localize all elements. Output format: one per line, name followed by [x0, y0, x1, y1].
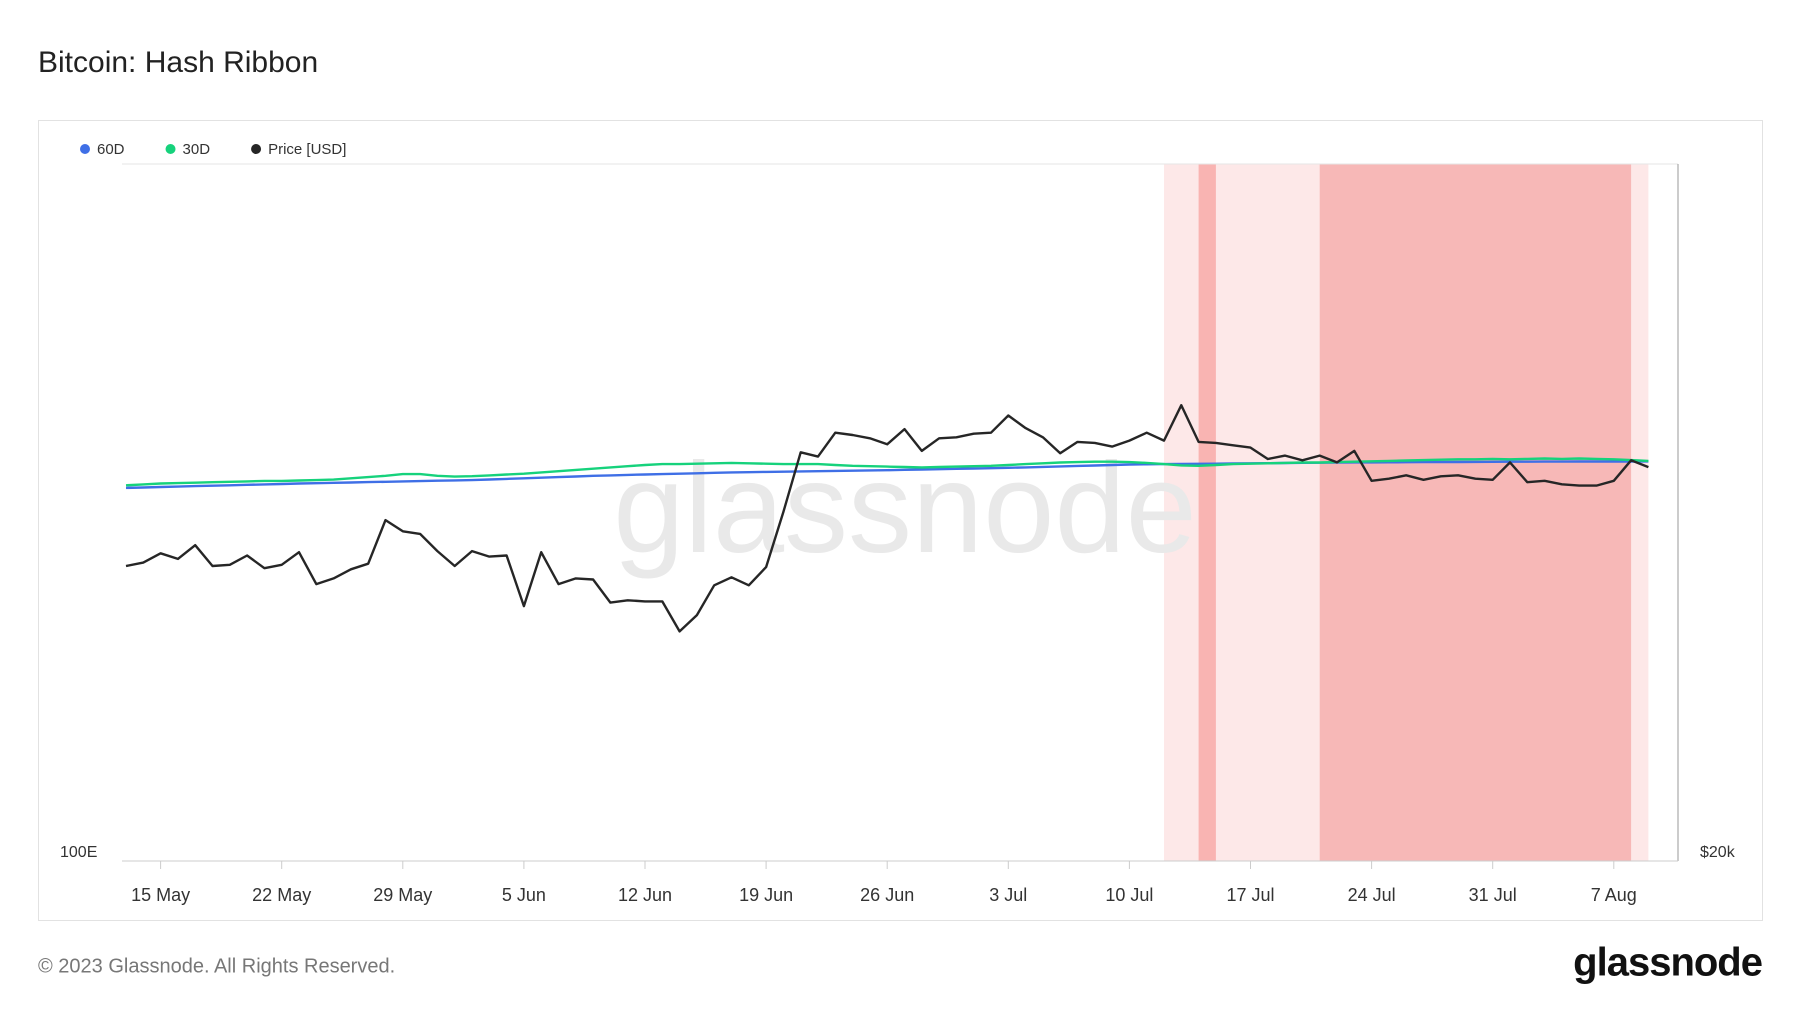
- x-tick-label: 31 Jul: [1469, 885, 1517, 905]
- logo: glassnode: [1573, 941, 1762, 985]
- x-tick-label: 26 Jun: [860, 885, 914, 905]
- legend-label: 60D: [97, 141, 125, 158]
- y2-tick-label: $20k: [1700, 844, 1736, 861]
- y-tick-label: 100E: [60, 844, 97, 861]
- x-tick-label: 10 Jul: [1105, 885, 1153, 905]
- bands: [1164, 164, 1649, 861]
- legend-marker: [251, 144, 262, 154]
- x-tick-label: 3 Jul: [989, 885, 1027, 905]
- series-line: [125, 404, 1649, 633]
- x-tick-label: 15 May: [131, 885, 190, 905]
- watermark: glassnode: [613, 437, 1197, 580]
- x-tick-label: 7 Aug: [1591, 885, 1637, 905]
- legend-marker: [165, 144, 176, 154]
- legend-marker: [80, 144, 90, 154]
- chart-frame: [38, 120, 1763, 921]
- plot: 100E $20k 15 May 22 May 29 May 5 Jun 12 Jun 19 …: [60, 141, 1736, 905]
- x-tick-label: 17 Jul: [1226, 885, 1274, 905]
- footer: © 2023 Glassnode. All Rights Reserved.: [38, 955, 395, 977]
- legend-label: Price [USD]: [268, 141, 346, 158]
- x-tick-label: 5 Jun: [502, 885, 546, 905]
- ribbon-band: [1319, 164, 1632, 861]
- x-tick-label: 29 May: [373, 885, 432, 905]
- legend-label: 30D: [183, 141, 211, 158]
- x-tick-label: 24 Jul: [1348, 885, 1396, 905]
- series-line: [125, 460, 1649, 490]
- series-line: [125, 457, 1649, 487]
- ribbon-band: [1198, 164, 1216, 861]
- x-tick-label: 22 May: [252, 885, 311, 905]
- x-tick-label: 19 Jun: [739, 885, 793, 905]
- chart-title: Bitcoin: Hash Ribbon: [38, 46, 318, 79]
- x-tick-label: 12 Jun: [618, 885, 672, 905]
